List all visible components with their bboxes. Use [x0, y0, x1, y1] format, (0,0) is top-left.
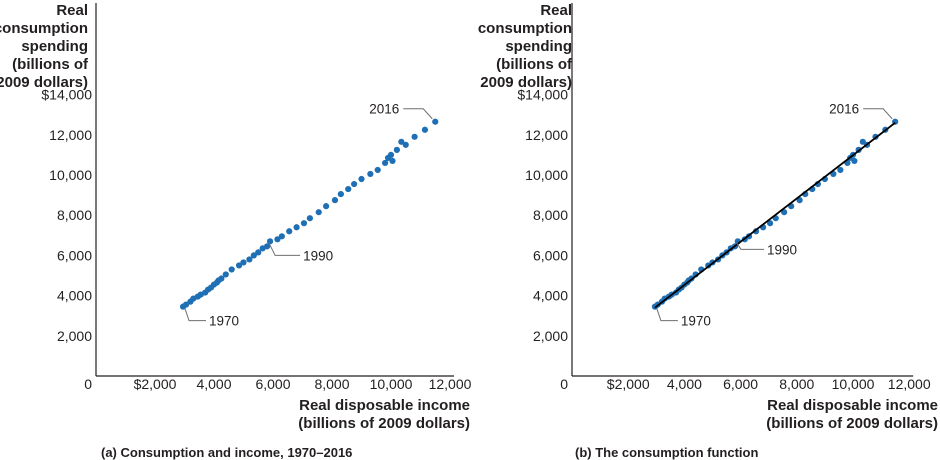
annotation-label-1990: 1990: [303, 248, 333, 263]
y-tick-label: 8,000: [57, 207, 92, 223]
y-tick-label: 10,000: [525, 167, 568, 183]
y-tick-label: $14,000: [41, 87, 92, 103]
data-point: [331, 197, 339, 204]
y-axis-label-line: consumption: [0, 20, 88, 37]
data-point: [250, 252, 257, 259]
data-point: [240, 259, 247, 266]
data-point: [235, 262, 243, 269]
data-point: [411, 133, 418, 140]
annotation-leader: [863, 108, 893, 120]
y-axis-label-line: spending: [505, 38, 572, 55]
y-tick-label: 10,000: [49, 167, 92, 183]
y-axis-label-line: spending: [21, 38, 88, 55]
x-tick-label: 10,000: [370, 376, 413, 392]
data-point: [432, 118, 439, 125]
y-tick-label: 12,000: [49, 127, 92, 143]
data-point: [374, 166, 381, 174]
y-axis-label-line: consumption: [478, 20, 572, 37]
annotation-label-1970: 1970: [209, 314, 239, 329]
data-point: [222, 271, 229, 278]
data-point: [767, 220, 774, 227]
figure-caption: (a) Consumption and income, 1970–2016: [101, 445, 352, 460]
x-axis-label-line: (billions of 2009 dollars): [298, 415, 470, 432]
data-point: [228, 266, 235, 273]
data-point: [837, 166, 844, 174]
data-point: [246, 256, 253, 263]
data-point: [398, 138, 405, 145]
consumption-function-line: [654, 122, 896, 309]
annotation-leader: [184, 308, 207, 322]
x-tick-label: 4,000: [667, 376, 702, 392]
y-tick-label: $14,000: [517, 87, 568, 103]
x-tick-label: 6,000: [255, 376, 290, 392]
origin-label: 0: [560, 376, 568, 392]
data-point: [315, 209, 322, 216]
annotation-label-2016: 2016: [829, 102, 859, 117]
data-point: [358, 175, 365, 183]
x-tick-label: 4,000: [196, 376, 231, 392]
data-point: [389, 157, 396, 165]
y-axis-label-line: Real: [56, 2, 88, 19]
y-axis-label-line: Real: [540, 2, 572, 19]
y-tick-label: 6,000: [57, 247, 92, 263]
data-point: [781, 209, 788, 216]
data-point: [421, 126, 429, 133]
data-point: [345, 185, 352, 193]
x-tick-label: 8,000: [314, 376, 349, 392]
y-axis-label-line: (billions of: [12, 56, 89, 73]
data-point: [266, 238, 274, 245]
data-point: [300, 220, 308, 227]
x-tick-label: $2,000: [134, 376, 177, 392]
x-axis-label-line: Real disposable income: [767, 397, 938, 414]
data-point: [323, 203, 330, 210]
y-tick-label: 4,000: [533, 288, 568, 304]
annotation-label-2016: 2016: [369, 102, 399, 117]
data-point: [337, 190, 344, 198]
annotation-label-1990: 1990: [767, 242, 797, 257]
y-tick-label: 2,000: [57, 328, 92, 344]
annotation-leader: [268, 243, 301, 256]
y-tick-label: 6,000: [533, 247, 568, 263]
y-tick-label: 8,000: [533, 207, 568, 223]
y-axis-label-line: (billions of: [496, 56, 573, 73]
data-point: [255, 249, 262, 256]
data-point: [382, 159, 389, 167]
data-point: [274, 236, 281, 243]
y-tick-label: 12,000: [525, 127, 568, 143]
data-point: [278, 233, 285, 240]
x-axis-label-line: (billions of 2009 dollars): [766, 415, 938, 432]
y-tick-label: 2,000: [533, 328, 568, 344]
data-point: [182, 301, 190, 308]
figure-caption: (b) The consumption function: [575, 445, 758, 460]
data-point: [286, 228, 293, 235]
data-point: [402, 141, 409, 148]
annotation-leader: [736, 243, 764, 250]
data-point: [393, 146, 400, 153]
annotation-label-1970: 1970: [681, 314, 711, 329]
data-point: [851, 157, 858, 165]
data-point: [218, 275, 225, 282]
x-tick-label: 10,000: [832, 376, 875, 392]
x-tick-label: 12,000: [888, 376, 931, 392]
data-point: [367, 170, 374, 178]
data-point: [387, 151, 395, 158]
origin-label: 0: [84, 376, 92, 392]
x-axis-label-line: Real disposable income: [299, 397, 470, 414]
data-point: [264, 243, 271, 250]
x-tick-label: 12,000: [429, 376, 472, 392]
data-point: [351, 180, 358, 188]
x-tick-label: $2,000: [607, 376, 650, 392]
annotation-leader: [656, 308, 678, 322]
data-point: [293, 224, 300, 231]
x-tick-label: 8,000: [779, 376, 814, 392]
annotation-leader: [403, 108, 433, 120]
y-axis-label-line: 2009 dollars): [480, 74, 572, 91]
y-tick-label: 4,000: [57, 288, 92, 304]
y-axis-label-line: 2009 dollars): [0, 74, 88, 91]
x-tick-label: 6,000: [723, 376, 758, 392]
data-point: [306, 215, 313, 222]
